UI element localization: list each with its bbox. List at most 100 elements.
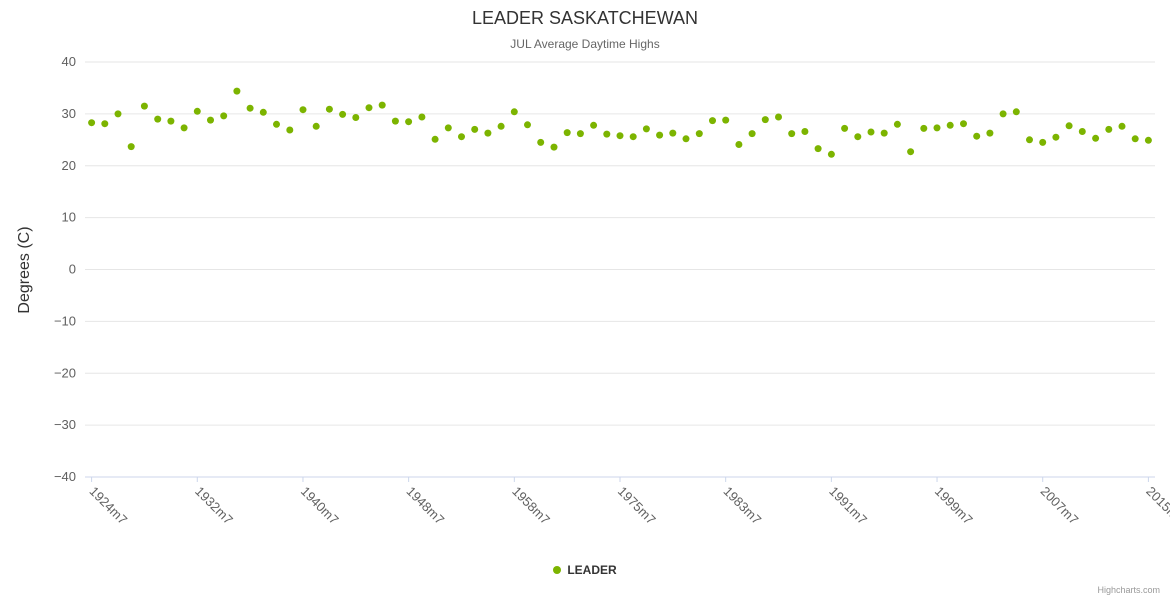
y-tick-label: −10 bbox=[54, 313, 76, 328]
data-point[interactable] bbox=[669, 129, 677, 137]
data-point[interactable] bbox=[748, 130, 756, 138]
data-point[interactable] bbox=[484, 129, 492, 137]
data-point[interactable] bbox=[920, 124, 928, 132]
data-point[interactable] bbox=[761, 116, 769, 124]
data-point[interactable] bbox=[193, 107, 201, 115]
legend-marker-icon bbox=[553, 566, 562, 574]
data-point[interactable] bbox=[616, 132, 624, 140]
highcharts-credits-link[interactable]: Highcharts.com bbox=[1097, 585, 1160, 595]
data-point[interactable] bbox=[775, 113, 782, 121]
data-point[interactable] bbox=[1144, 136, 1152, 144]
data-point[interactable] bbox=[1039, 138, 1047, 146]
data-point[interactable] bbox=[418, 113, 426, 121]
data-point[interactable] bbox=[259, 108, 267, 116]
data-point[interactable] bbox=[827, 150, 835, 158]
data-point[interactable] bbox=[497, 122, 505, 130]
data-point[interactable] bbox=[233, 87, 241, 95]
x-tick-label: 1999m7 bbox=[932, 484, 976, 528]
data-point[interactable] bbox=[656, 131, 664, 139]
data-point[interactable] bbox=[273, 120, 280, 128]
data-point[interactable] bbox=[563, 129, 571, 137]
data-point[interactable] bbox=[352, 114, 360, 121]
data-point[interactable] bbox=[973, 132, 981, 140]
data-point[interactable] bbox=[1052, 133, 1060, 141]
x-tick-label: 1983m7 bbox=[721, 484, 765, 528]
data-point[interactable] bbox=[841, 124, 849, 132]
y-tick-label: 0 bbox=[69, 262, 76, 277]
x-tick-label: 1940m7 bbox=[298, 484, 342, 528]
data-point[interactable] bbox=[1078, 128, 1086, 135]
data-point[interactable] bbox=[114, 110, 122, 118]
data-point[interactable] bbox=[1065, 122, 1073, 130]
data-point[interactable] bbox=[682, 135, 690, 143]
data-point[interactable] bbox=[695, 130, 703, 138]
data-point[interactable] bbox=[378, 101, 386, 109]
data-point[interactable] bbox=[180, 124, 188, 132]
data-point[interactable] bbox=[880, 129, 888, 137]
data-point[interactable] bbox=[286, 126, 294, 134]
data-point[interactable] bbox=[814, 145, 822, 153]
data-point[interactable] bbox=[788, 130, 796, 138]
data-point[interactable] bbox=[458, 133, 465, 141]
data-point[interactable] bbox=[999, 110, 1007, 118]
y-tick-label: 30 bbox=[62, 106, 76, 121]
data-point[interactable] bbox=[603, 130, 611, 138]
data-point[interactable] bbox=[709, 117, 716, 125]
data-point[interactable] bbox=[946, 121, 954, 129]
data-point[interactable] bbox=[140, 102, 148, 110]
data-point[interactable] bbox=[1131, 135, 1139, 143]
data-point[interactable] bbox=[405, 118, 413, 126]
x-tick-label: 2015m7 bbox=[1143, 484, 1170, 528]
data-point[interactable] bbox=[867, 128, 875, 136]
data-point[interactable] bbox=[127, 143, 135, 151]
data-point[interactable] bbox=[167, 117, 175, 125]
y-tick-label: 40 bbox=[62, 54, 76, 69]
data-point[interactable] bbox=[339, 110, 347, 118]
x-tick-label: 1948m7 bbox=[404, 484, 448, 528]
data-point[interactable] bbox=[1118, 122, 1126, 130]
data-point[interactable] bbox=[986, 129, 994, 137]
data-point[interactable] bbox=[101, 120, 109, 128]
x-tick-label: 1932m7 bbox=[192, 484, 236, 528]
data-point[interactable] bbox=[312, 122, 320, 130]
data-point[interactable] bbox=[391, 117, 399, 125]
data-point[interactable] bbox=[365, 104, 373, 112]
data-point[interactable] bbox=[907, 148, 915, 156]
data-point[interactable] bbox=[1012, 108, 1020, 116]
data-point[interactable] bbox=[444, 124, 452, 132]
data-point[interactable] bbox=[1092, 134, 1100, 142]
data-point[interactable] bbox=[154, 115, 162, 123]
data-point[interactable] bbox=[735, 141, 743, 148]
data-point[interactable] bbox=[88, 119, 96, 127]
data-point[interactable] bbox=[220, 112, 228, 120]
data-point[interactable] bbox=[576, 130, 584, 138]
data-point[interactable] bbox=[471, 125, 479, 133]
legend[interactable]: LEADER bbox=[0, 563, 1170, 577]
data-point[interactable] bbox=[960, 120, 967, 128]
data-point[interactable] bbox=[207, 116, 214, 124]
data-point[interactable] bbox=[510, 108, 518, 116]
data-point[interactable] bbox=[299, 106, 307, 114]
data-point[interactable] bbox=[629, 133, 637, 141]
x-tick-label: 1924m7 bbox=[86, 484, 130, 528]
chart-subtitle: JUL Average Daytime Highs bbox=[510, 37, 660, 51]
data-point[interactable] bbox=[933, 124, 941, 132]
data-point[interactable] bbox=[893, 120, 901, 128]
data-point[interactable] bbox=[1026, 136, 1033, 144]
data-point[interactable] bbox=[722, 116, 730, 124]
data-point[interactable] bbox=[854, 133, 862, 141]
data-point[interactable] bbox=[524, 121, 531, 129]
data-point[interactable] bbox=[801, 128, 809, 135]
x-tick-label: 1958m7 bbox=[509, 484, 553, 528]
data-point[interactable] bbox=[1105, 125, 1113, 133]
data-point[interactable] bbox=[550, 143, 558, 151]
chart-title: LEADER SASKATCHEWAN bbox=[471, 8, 699, 28]
data-point[interactable] bbox=[537, 138, 545, 146]
x-tick-label: 2007m7 bbox=[1038, 484, 1082, 528]
data-point[interactable] bbox=[590, 121, 598, 129]
data-point[interactable] bbox=[642, 125, 650, 133]
data-point[interactable] bbox=[431, 135, 439, 143]
data-point[interactable] bbox=[325, 105, 333, 113]
data-point[interactable] bbox=[246, 104, 254, 112]
